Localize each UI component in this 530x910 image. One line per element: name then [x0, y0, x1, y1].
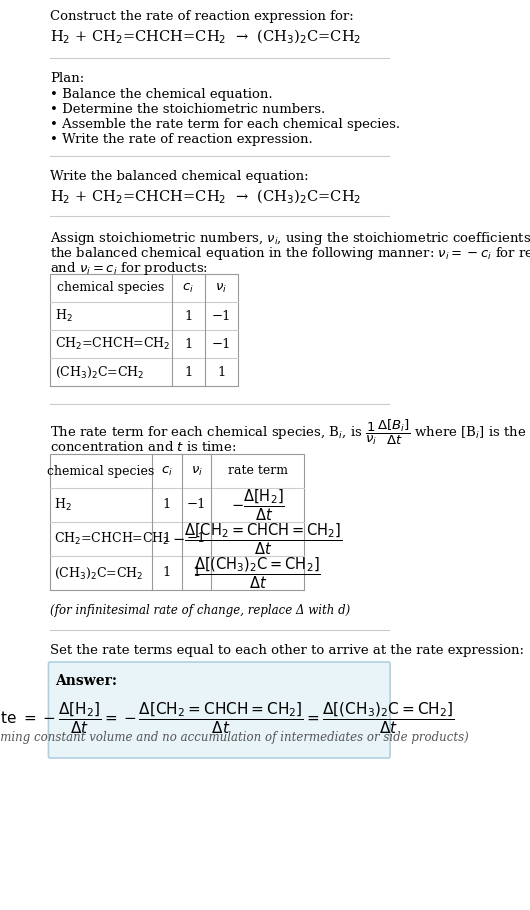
Text: −1: −1 — [187, 499, 206, 511]
Text: 1: 1 — [184, 309, 192, 322]
Text: Answer:: Answer: — [55, 674, 117, 688]
Text: rate term: rate term — [227, 464, 288, 478]
Text: (for infinitesimal rate of change, replace Δ with d): (for infinitesimal rate of change, repla… — [50, 604, 350, 617]
FancyBboxPatch shape — [48, 662, 390, 758]
Text: (CH$_3$)$_2$C=CH$_2$: (CH$_3$)$_2$C=CH$_2$ — [55, 364, 145, 379]
Text: rate $= -\dfrac{\Delta[\mathrm{H_2}]}{\Delta t} = -\dfrac{\Delta[\mathrm{CH_2{=}: rate $= -\dfrac{\Delta[\mathrm{H_2}]}{\D… — [0, 700, 454, 736]
Text: chemical species: chemical species — [57, 281, 164, 295]
Text: Plan:: Plan: — [50, 72, 84, 85]
Text: Set the rate terms equal to each other to arrive at the rate expression:: Set the rate terms equal to each other t… — [50, 644, 524, 657]
Text: concentration and $t$ is time:: concentration and $t$ is time: — [50, 440, 236, 454]
Text: $c_i$: $c_i$ — [161, 464, 173, 478]
Text: Write the balanced chemical equation:: Write the balanced chemical equation: — [50, 170, 308, 183]
Text: • Balance the chemical equation.: • Balance the chemical equation. — [50, 88, 272, 101]
Text: −1: −1 — [211, 309, 231, 322]
Text: the balanced chemical equation in the following manner: $\nu_i = -c_i$ for react: the balanced chemical equation in the fo… — [50, 245, 530, 262]
Text: The rate term for each chemical species, B$_i$, is $\dfrac{1}{\nu_i}\dfrac{\Delt: The rate term for each chemical species,… — [50, 418, 530, 448]
Text: $-\dfrac{\Delta[\mathrm{H_2}]}{\Delta t}$: $-\dfrac{\Delta[\mathrm{H_2}]}{\Delta t}… — [231, 487, 285, 522]
Text: CH$_2$=CHCH=CH$_2$: CH$_2$=CHCH=CH$_2$ — [54, 531, 169, 547]
Text: • Write the rate of reaction expression.: • Write the rate of reaction expression. — [50, 133, 313, 146]
Text: $\nu_i$: $\nu_i$ — [191, 464, 202, 478]
Text: CH$_2$=CHCH=CH$_2$: CH$_2$=CHCH=CH$_2$ — [55, 336, 171, 352]
Text: H$_2$: H$_2$ — [54, 497, 72, 513]
Text: • Determine the stoichiometric numbers.: • Determine the stoichiometric numbers. — [50, 103, 325, 116]
Text: 1: 1 — [184, 338, 192, 350]
Text: chemical species: chemical species — [47, 464, 155, 478]
Text: • Assemble the rate term for each chemical species.: • Assemble the rate term for each chemic… — [50, 118, 400, 131]
Text: −1: −1 — [211, 338, 231, 350]
Text: 1: 1 — [192, 567, 201, 580]
Text: 1: 1 — [163, 499, 171, 511]
Text: H$_2$ + CH$_2$=CHCH=CH$_2$  →  (CH$_3$)$_2$C=CH$_2$: H$_2$ + CH$_2$=CHCH=CH$_2$ → (CH$_3$)$_2… — [50, 188, 361, 207]
Text: 1: 1 — [184, 366, 192, 379]
Text: H$_2$: H$_2$ — [55, 308, 73, 324]
Text: $-\dfrac{\Delta[\mathrm{CH_2{=}CHCH{=}CH_2}]}{\Delta t}$: $-\dfrac{\Delta[\mathrm{CH_2{=}CHCH{=}CH… — [172, 521, 343, 557]
Text: $\dfrac{\Delta[\mathrm{(CH_3)_2C{=}CH_2}]}{\Delta t}$: $\dfrac{\Delta[\mathrm{(CH_3)_2C{=}CH_2}… — [194, 555, 321, 591]
Text: 1: 1 — [217, 366, 225, 379]
Text: Construct the rate of reaction expression for:: Construct the rate of reaction expressio… — [50, 10, 354, 23]
Text: (assuming constant volume and no accumulation of intermediates or side products): (assuming constant volume and no accumul… — [0, 731, 469, 744]
Text: 1: 1 — [163, 567, 171, 580]
Text: $c_i$: $c_i$ — [182, 281, 194, 295]
Text: and $\nu_i = c_i$ for products:: and $\nu_i = c_i$ for products: — [50, 260, 208, 277]
Text: Assign stoichiometric numbers, $\nu_i$, using the stoichiometric coefficients, $: Assign stoichiometric numbers, $\nu_i$, … — [50, 230, 530, 247]
Text: 1: 1 — [163, 532, 171, 545]
Text: $\nu_i$: $\nu_i$ — [215, 281, 227, 295]
Text: H$_2$ + CH$_2$=CHCH=CH$_2$  →  (CH$_3$)$_2$C=CH$_2$: H$_2$ + CH$_2$=CHCH=CH$_2$ → (CH$_3$)$_2… — [50, 28, 361, 46]
Text: (CH$_3$)$_2$C=CH$_2$: (CH$_3$)$_2$C=CH$_2$ — [54, 565, 143, 581]
Text: −1: −1 — [187, 532, 206, 545]
